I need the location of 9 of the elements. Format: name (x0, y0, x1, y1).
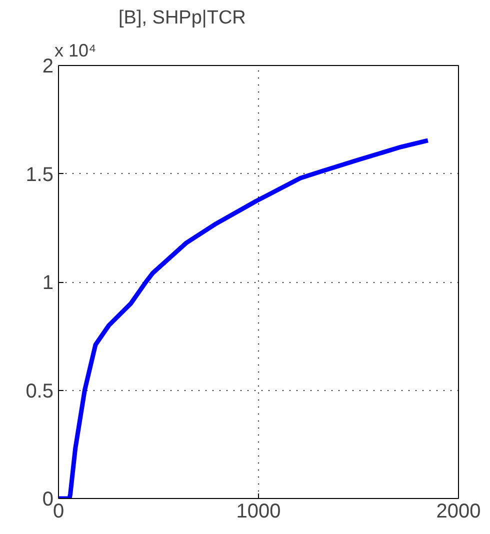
chart-title: [B], SHPp|TCR (118, 8, 246, 28)
y-tick-label: 1.5 (26, 164, 54, 186)
text: x 10⁴ (54, 40, 96, 60)
y-tick-label: 2 (42, 56, 54, 78)
x-tick-label: 1000 (236, 500, 281, 522)
line-series (58, 138, 430, 498)
x-tick-label: 2000 (436, 500, 481, 522)
y-tick-label: 1 (42, 272, 54, 294)
y-tick-label: 0.5 (26, 380, 54, 402)
